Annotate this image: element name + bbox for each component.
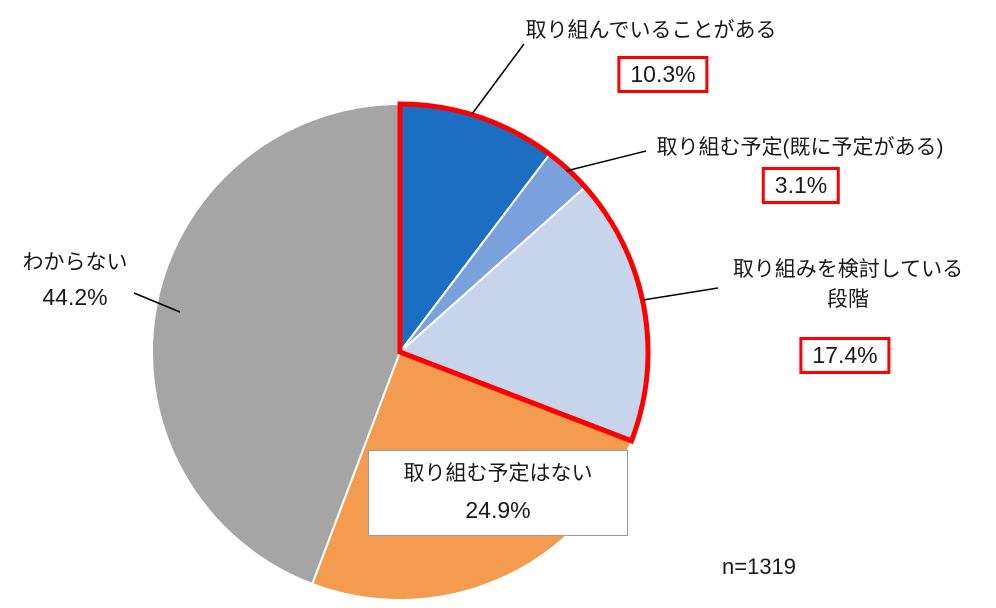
label-slice-unknown-pct: 44.2% (42, 284, 108, 310)
label-slice-working: 取り組んでいることがある (525, 19, 777, 42)
label-slice-considering: 取り組みを検討している 段階 (732, 258, 964, 311)
label-slice-noplan-pct: 24.9% (465, 497, 531, 523)
pct-box-working: 10.3% (617, 56, 709, 93)
sample-size: n=1319 (722, 554, 797, 579)
label-slice-noplan-text: 取り組む予定はない (403, 462, 593, 485)
leader-line-3 (133, 292, 181, 313)
highlight-outline (397, 101, 651, 445)
pct-box-planned: 3.1% (761, 167, 841, 204)
label-slice-noplan: 取り組む予定はない 24.9% (368, 450, 628, 536)
pct-box-considering: 17.4% (799, 337, 891, 374)
leader-line-2 (642, 287, 719, 301)
pie-slice-4 (150, 102, 401, 586)
label-slice-planned: 取り組む予定(既に予定がある) (656, 136, 944, 159)
leader-line-0 (471, 43, 525, 115)
leader-line-1 (565, 150, 647, 172)
label-slice-unknown-text: わからない (22, 251, 128, 274)
label-slice-unknown: わからない 44.2% (8, 250, 142, 310)
